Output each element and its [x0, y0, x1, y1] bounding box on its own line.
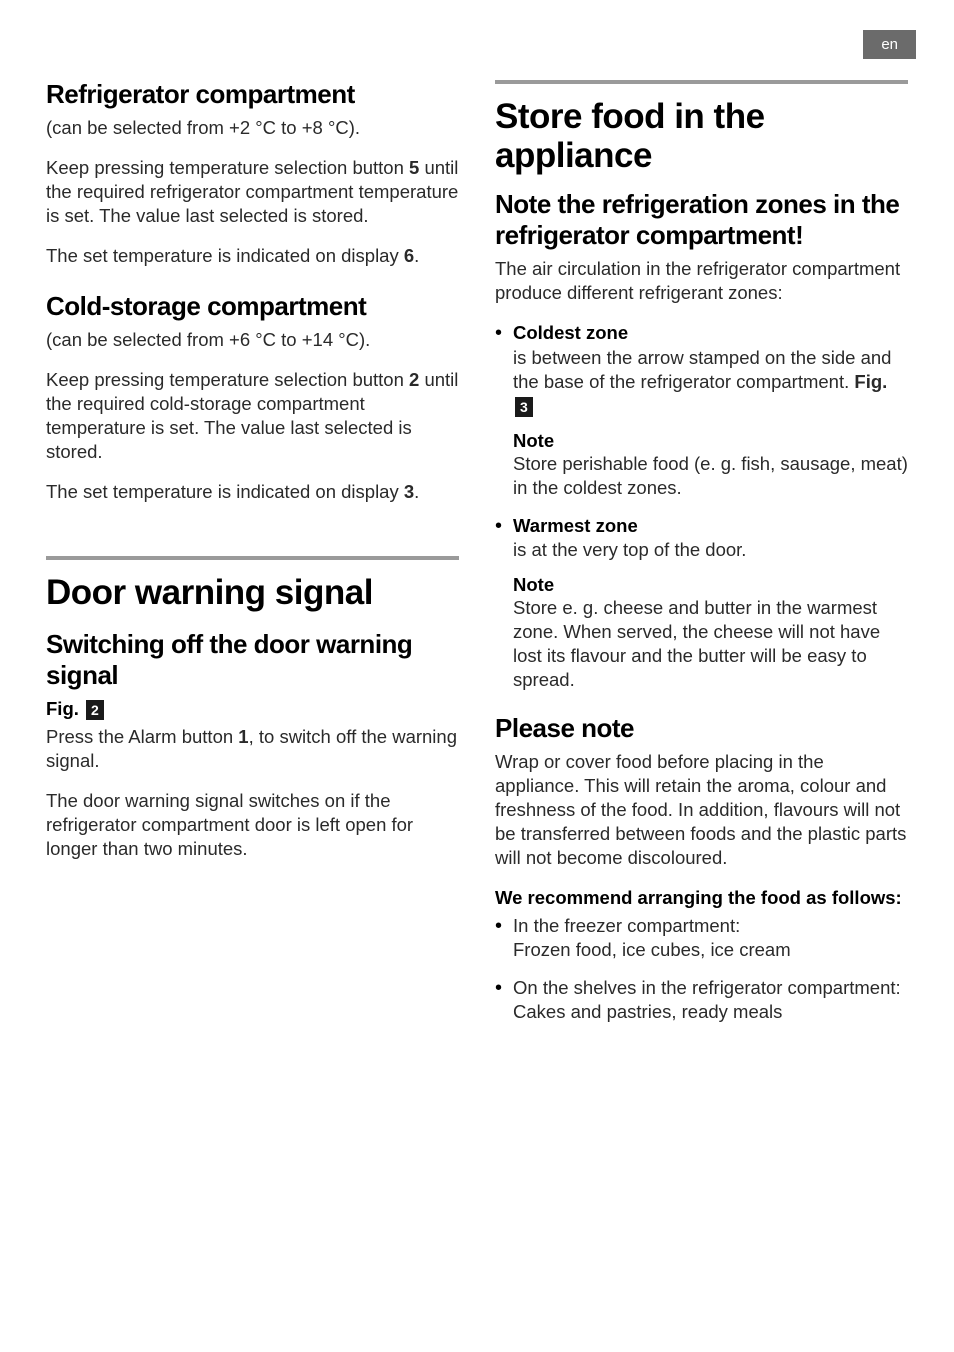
refrigerator-p2: The set temperature is indicated on disp…	[46, 244, 459, 268]
door-warning-heading: Door warning signal	[46, 574, 459, 613]
display-ref-3: 3	[404, 481, 414, 502]
list-item-shelves: On the shelves in the refrigerator compa…	[495, 976, 908, 1024]
note-head: Note	[513, 574, 908, 596]
warmest-zone-head: Warmest zone	[513, 514, 908, 538]
left-column: Refrigerator compartment (can be selecte…	[46, 80, 459, 1038]
door-p1: Press the Alarm button 1, to switch off …	[46, 725, 459, 773]
button-ref-5: 5	[409, 157, 419, 178]
coldstorage-range: (can be selected from +6 °C to +14 °C).	[46, 328, 459, 352]
coldest-zone-head: Coldest zone	[513, 321, 908, 345]
refrigeration-zones-subheading: Note the refrigeration zones in the refr…	[495, 189, 908, 251]
text: Keep pressing temperature selection butt…	[46, 157, 409, 178]
zones-intro: The air circulation in the refrigerator …	[495, 257, 908, 305]
freezer-head: In the freezer compartment:	[513, 914, 908, 938]
refrigerator-range: (can be selected from +2 °C to +8 °C).	[46, 116, 459, 140]
door-p2: The door warning signal switches on if t…	[46, 789, 459, 861]
list-item-freezer: In the freezer compartment: Frozen food,…	[495, 914, 908, 962]
please-note-heading: Please note	[495, 714, 908, 744]
display-ref-6: 6	[404, 245, 414, 266]
section-rule	[46, 556, 459, 560]
text: Keep pressing temperature selection butt…	[46, 369, 409, 390]
zones-list: Coldest zone is between the arrow stampe…	[495, 321, 908, 692]
arrangement-list: In the freezer compartment: Frozen food,…	[495, 914, 908, 1024]
list-item-warmest: Warmest zone is at the very top of the d…	[495, 514, 908, 692]
button-ref-2: 2	[409, 369, 419, 390]
fig-number-icon: 2	[86, 700, 104, 720]
shelves-head: On the shelves in the refrigerator compa…	[513, 976, 908, 1000]
freezer-body: Frozen food, ice cubes, ice cream	[513, 938, 908, 962]
fig-text: Fig.	[854, 371, 887, 392]
text: Press the Alarm button	[46, 726, 238, 747]
warmest-zone-body: is at the very top of the door.	[513, 538, 908, 562]
language-tab: en	[863, 30, 916, 59]
fig-text: Fig.	[46, 698, 84, 719]
store-food-heading: Store food in the appliance	[495, 98, 908, 175]
fig-number-icon: 3	[515, 397, 533, 417]
recommend-heading: We recommend arranging the food as follo…	[495, 886, 908, 910]
please-note-p1: Wrap or cover food before placing in the…	[495, 750, 908, 870]
right-column: Store food in the appliance Note the ref…	[495, 80, 908, 1038]
door-fig-label: Fig. 2	[46, 697, 459, 721]
note-head: Note	[513, 430, 908, 452]
text: .	[414, 481, 419, 502]
coldest-zone-body: is between the arrow stamped on the side…	[513, 346, 908, 418]
coldstorage-p2: The set temperature is indicated on disp…	[46, 480, 459, 504]
note-body: Store e. g. cheese and butter in the war…	[513, 596, 908, 692]
text: is between the arrow stamped on the side…	[513, 347, 891, 392]
list-item-coldest: Coldest zone is between the arrow stampe…	[495, 321, 908, 499]
text: The set temperature is indicated on disp…	[46, 245, 404, 266]
refrigerator-heading: Refrigerator compartment	[46, 80, 459, 110]
refrigerator-p1: Keep pressing temperature selection butt…	[46, 156, 459, 228]
coldstorage-heading: Cold-storage compartment	[46, 292, 459, 322]
note-body: Store perishable food (e. g. fish, sausa…	[513, 452, 908, 500]
section-rule	[495, 80, 908, 84]
coldstorage-p1: Keep pressing temperature selection butt…	[46, 368, 459, 464]
text: .	[414, 245, 419, 266]
text: The set temperature is indicated on disp…	[46, 481, 404, 502]
button-ref-1: 1	[238, 726, 248, 747]
shelves-body: Cakes and pastries, ready meals	[513, 1000, 908, 1024]
door-warning-subheading: Switching off the door warning signal	[46, 629, 459, 691]
page-content: Refrigerator compartment (can be selecte…	[0, 0, 954, 1078]
